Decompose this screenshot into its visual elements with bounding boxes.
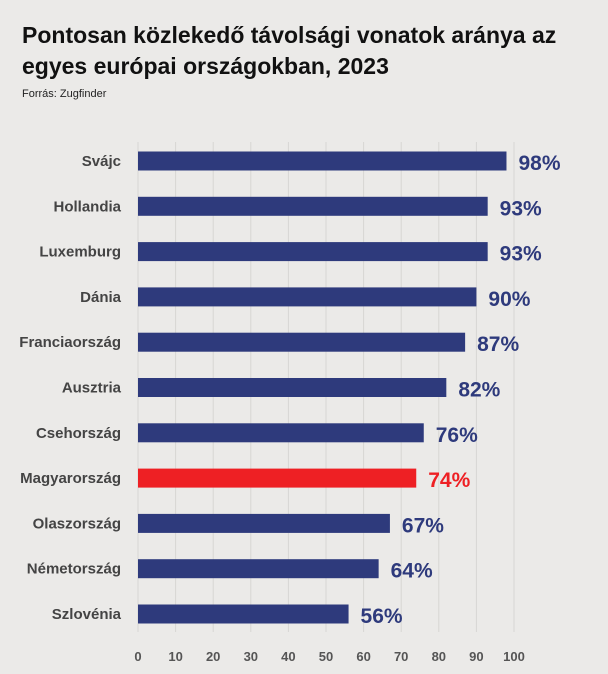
category-label: Magyarország — [20, 470, 121, 487]
value-label: 74% — [428, 469, 470, 492]
category-label: Hollandia — [53, 198, 121, 215]
bar — [138, 559, 379, 579]
value-label: 90% — [488, 288, 530, 311]
x-tick-label: 50 — [319, 649, 333, 664]
value-label: 93% — [500, 243, 542, 266]
x-tick-label: 20 — [206, 649, 220, 664]
bars — [138, 151, 507, 624]
bar — [138, 604, 349, 624]
category-label: Szlovénia — [52, 606, 122, 623]
category-label: Dánia — [80, 289, 122, 306]
category-label: Svájc — [82, 153, 121, 170]
value-label: 93% — [500, 197, 542, 220]
value-label: 67% — [402, 514, 444, 537]
x-tick-label: 60 — [356, 649, 370, 664]
category-label: Németország — [27, 561, 121, 578]
value-labels: 98% 93% 93% 90% 87% 82% 76% 74% 67% 64% 56% — [361, 152, 561, 628]
bar — [138, 242, 488, 262]
x-axis-ticks: 0 10 20 30 40 50 60 70 80 90 100 — [134, 649, 524, 664]
bar — [138, 513, 390, 533]
x-tick-label: 40 — [281, 649, 295, 664]
value-label: 56% — [361, 605, 403, 628]
category-labels: Svájc Hollandia Luxemburg Dánia Franciaorszá… — [19, 153, 121, 623]
bar — [138, 468, 417, 488]
x-tick-label: 0 — [134, 649, 141, 664]
chart-source: Forrás: Zugfinder — [22, 88, 107, 100]
category-label: Ausztria — [62, 380, 122, 397]
x-tick-label: 30 — [244, 649, 258, 664]
value-label: 64% — [391, 560, 433, 583]
x-tick-label: 100 — [503, 649, 525, 664]
category-label: Olaszország — [33, 515, 121, 532]
chart-title: Pontosan közlekedő távolsági vonatok ará… — [22, 22, 557, 79]
value-label: 76% — [436, 424, 478, 447]
x-tick-label: 80 — [432, 649, 446, 664]
x-tick-label: 90 — [469, 649, 483, 664]
category-label: Franciaország — [19, 334, 121, 351]
category-label: Luxemburg — [39, 244, 121, 261]
value-label: 82% — [458, 379, 500, 402]
category-label: Csehország — [36, 425, 121, 442]
bar — [138, 151, 507, 171]
bar — [138, 196, 488, 216]
bar — [138, 287, 477, 307]
bar — [138, 423, 424, 443]
x-tick-label: 10 — [168, 649, 182, 664]
value-label: 98% — [518, 152, 560, 175]
x-tick-label: 70 — [394, 649, 408, 664]
bar — [138, 378, 447, 397]
value-label: 87% — [477, 333, 519, 356]
bar — [138, 332, 466, 352]
